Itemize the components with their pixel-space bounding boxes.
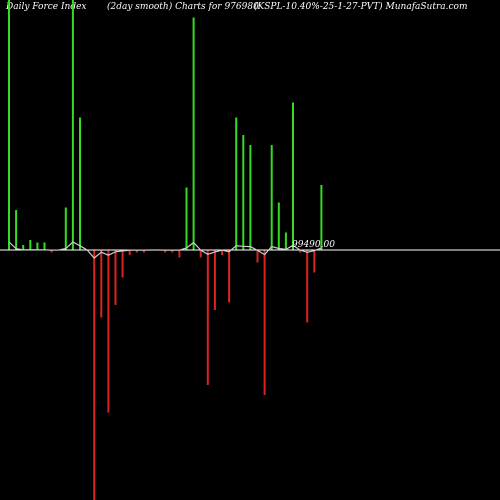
force-bar <box>36 242 39 250</box>
force-bar <box>242 135 245 250</box>
force-bar <box>206 250 209 385</box>
smooth-line <box>8 241 322 259</box>
force-bar <box>228 250 231 303</box>
force-bar <box>71 0 74 250</box>
force-bar <box>64 207 67 250</box>
force-bar <box>235 117 238 250</box>
chart-title-right: (KSPL-10.40%-25-1-27-PVT) MunafaSutra.co… <box>254 2 468 12</box>
force-bar <box>100 250 103 318</box>
force-bar <box>22 245 25 250</box>
force-bar <box>135 250 138 253</box>
force-bar <box>192 17 195 250</box>
force-bar <box>299 250 302 253</box>
force-bar <box>8 0 10 250</box>
force-bar <box>320 185 323 250</box>
force-bar <box>29 240 32 250</box>
force-bar <box>256 250 259 263</box>
force-bar <box>93 250 96 500</box>
force-bar <box>313 250 316 273</box>
force-bar <box>284 232 287 250</box>
force-bar <box>178 250 181 258</box>
force-bar <box>128 250 131 255</box>
zero-value-label: 99490.00 <box>292 240 335 250</box>
force-bar <box>15 210 18 250</box>
force-bar <box>270 145 273 250</box>
chart-title-center: (2day smooth) Charts for 976980 <box>107 2 259 12</box>
force-bar <box>79 117 81 250</box>
bars-group <box>8 0 323 500</box>
force-bar <box>199 250 202 258</box>
force-bar <box>263 250 266 395</box>
force-bar <box>277 202 280 250</box>
force-bar <box>142 250 145 253</box>
force-bar <box>292 102 294 250</box>
force-bar <box>121 250 124 278</box>
force-bar <box>221 250 223 255</box>
force-bar <box>213 250 216 310</box>
force-bar <box>50 250 53 253</box>
force-bar <box>249 145 252 250</box>
force-bar <box>185 187 188 250</box>
force-bar <box>171 250 174 253</box>
chart-title-left: Daily Force Index <box>6 2 87 12</box>
force-bar <box>306 250 309 323</box>
force-bar <box>114 250 117 305</box>
force-bar <box>164 250 167 253</box>
force-bar <box>43 242 46 250</box>
force-bar <box>107 250 110 413</box>
